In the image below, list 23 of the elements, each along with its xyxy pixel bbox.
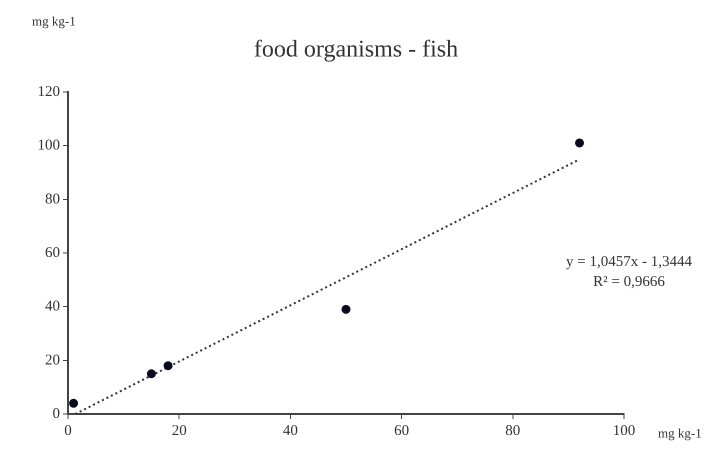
y-axis-title: mg kg-1 [32, 13, 76, 28]
point [575, 138, 584, 148]
annotation: R² = 0,9666 [593, 274, 666, 290]
y-tick-label: 40 [45, 298, 60, 315]
y-tick-label: 20 [45, 352, 60, 368]
x-tick-label: 100 [612, 422, 636, 439]
x-tick-label: 40 [282, 422, 298, 439]
y-tick-label: 120 [38, 84, 60, 100]
y-tick-label: 80 [45, 191, 60, 208]
point [342, 304, 350, 314]
x-tick-label: 20 [172, 422, 187, 439]
point [164, 361, 173, 370]
y-tick-label: 60 [45, 244, 60, 261]
annotation: y = 1,0457x - 1,3444 [566, 254, 692, 270]
point [146, 369, 156, 378]
point [69, 398, 78, 408]
x-tick-label: 60 [394, 422, 410, 439]
x-axis-title: mg kg-1 [658, 425, 702, 440]
y-tick-label: 100 [38, 138, 60, 154]
x-tick-label: 0 [64, 422, 72, 439]
y-tick-label: 0 [52, 406, 60, 422]
x-tick-label: 80 [505, 422, 520, 439]
chart-title: food organisms - fish [254, 36, 458, 62]
